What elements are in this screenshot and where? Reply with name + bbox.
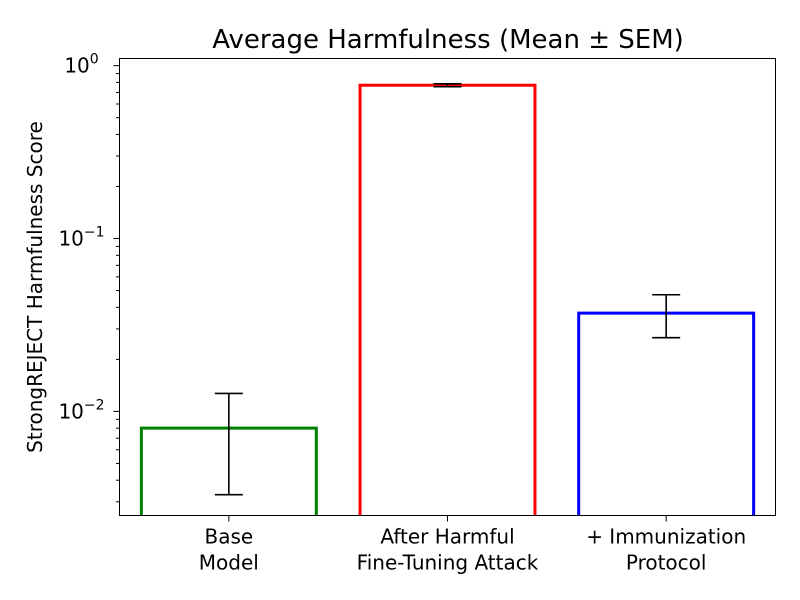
error-bars-layer	[214, 83, 681, 496]
y-axis: 10−2 10−1 100	[58, 52, 120, 503]
bar	[358, 83, 537, 516]
x-tick-label: After Harmful Fine-Tuning Attack	[357, 525, 539, 575]
y-tick-label: 10−1	[58, 225, 104, 251]
y-axis-label: StrongREJECT Harmfulness Score	[23, 121, 47, 453]
error-bar	[433, 83, 462, 88]
bar	[577, 311, 756, 516]
error-bar	[214, 392, 243, 496]
y-tick-label: 10−2	[58, 397, 104, 423]
plot-frame	[119, 58, 776, 516]
y-tick-label: 100	[64, 52, 98, 78]
chart-title: Average Harmfulness (Mean ± SEM)	[212, 25, 684, 55]
bars-layer	[139, 83, 756, 516]
error-bar	[652, 293, 681, 339]
x-axis: Base Model After Harmful Fine-Tuning Attack…	[199, 515, 746, 575]
x-tick-label: + Immunization Protocol	[586, 525, 746, 575]
x-tick-label: Base Model	[199, 525, 259, 575]
